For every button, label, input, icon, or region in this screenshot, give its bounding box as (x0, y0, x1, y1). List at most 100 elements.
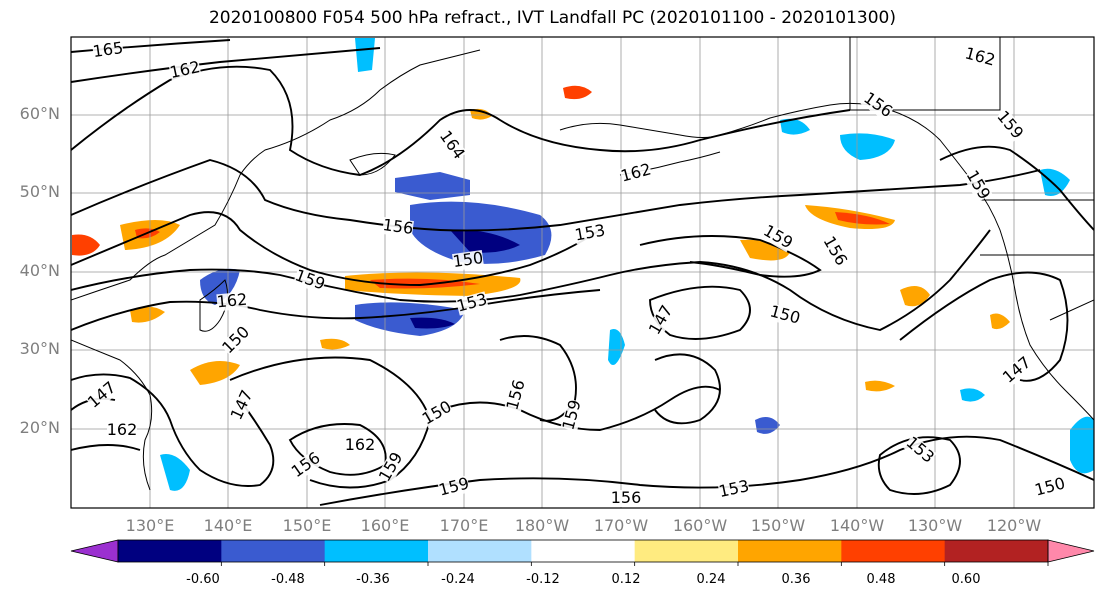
contour-label-background (436, 128, 468, 163)
contour-label-background (289, 449, 324, 481)
contour-label-background (107, 422, 137, 439)
lat-tick-label: 20°N (19, 418, 60, 437)
cyan-region (840, 133, 895, 160)
colorbar-extend-low (70, 539, 119, 563)
colorbar-tick-label: -0.12 (526, 572, 560, 587)
contour-label-background (902, 434, 937, 467)
cyan-region (780, 118, 810, 135)
contour-label-background (560, 398, 585, 432)
contour-label-background (860, 89, 895, 121)
orange-region (130, 306, 165, 323)
colorbar-swatch (428, 540, 532, 562)
contour-label-background (292, 267, 327, 294)
colorbar-tick-label: 0.60 (951, 572, 981, 587)
colorbar (70, 539, 1095, 566)
lon-tick-label: 120°W (986, 516, 1042, 535)
lon-tick-label: 140°E (203, 516, 253, 535)
orange-region (865, 380, 895, 392)
contour-label-background (717, 478, 751, 501)
contour-label-background (219, 323, 253, 357)
orange-region (990, 313, 1010, 330)
contour-label-background (85, 379, 120, 412)
colorbar-swatch (531, 540, 636, 562)
lon-tick-label: 160°W (672, 516, 728, 535)
colorbar-tick-label: -0.36 (356, 572, 390, 587)
contour-label-background (619, 161, 653, 186)
orange-region (900, 286, 930, 307)
orange-region (470, 108, 492, 120)
lat-tick-label: 30°N (19, 339, 60, 358)
contour-label-background (573, 222, 607, 245)
contour-label-background (768, 303, 802, 328)
lat-tick-label: 60°N (19, 104, 60, 123)
lon-tick-label: 180°W (514, 516, 570, 535)
orange-region (320, 338, 350, 350)
lat-tick-label: 50°N (19, 182, 60, 201)
map-content (71, 37, 1094, 508)
colorbar-border (117, 539, 1049, 563)
colorbar-tick-label: -0.60 (186, 572, 220, 587)
cyan-region (960, 388, 985, 402)
map-frame (70, 36, 1095, 509)
contour-label-background (168, 59, 202, 82)
contour-label-background (760, 222, 795, 253)
contour-label: 156 (611, 488, 642, 507)
lon-tick-label: 150°W (750, 516, 806, 535)
contour-label-background (819, 234, 850, 269)
contour-label: 162 (216, 290, 248, 312)
contour-label-background (611, 490, 641, 507)
colorbar-extend-high (1047, 539, 1095, 563)
contour-label-background (345, 437, 375, 454)
contour-label-background (420, 398, 455, 429)
lon-tick-label: 170°E (439, 516, 489, 535)
lon-tick-label: 170°W (593, 516, 649, 535)
blue-region (200, 268, 240, 305)
red-region (835, 212, 890, 225)
colorbar-tick-label: 0.36 (781, 572, 811, 587)
lon-tick-label: 150°E (282, 516, 332, 535)
colorbar-swatch (221, 540, 326, 562)
colorbar-tick-label: 0.48 (866, 572, 896, 587)
contour-label-background (452, 249, 485, 272)
contour-label-background (437, 475, 471, 500)
coastlines (71, 37, 1094, 491)
contour-label-background (1033, 475, 1067, 500)
contour-label: 156 (382, 215, 415, 238)
contour-label: 162 (345, 435, 376, 454)
colorbar-swatch (634, 540, 739, 562)
contour-label-background (1000, 354, 1035, 387)
colorbar-swatch (118, 540, 222, 562)
contour-label-background (381, 216, 414, 239)
orange-region (190, 361, 240, 385)
lon-tick-label: 160°E (360, 516, 410, 535)
cyan-region (1040, 168, 1070, 196)
height-contours (71, 39, 1094, 506)
cyan-region (1070, 416, 1094, 474)
contour-label-background (962, 168, 993, 203)
colorbar-swatch (324, 540, 429, 562)
cyan-region (355, 38, 375, 72)
contour-label-background (216, 291, 248, 312)
contour-label-background (993, 108, 1026, 143)
colorbar-tick-label: 0.12 (611, 572, 641, 587)
navy-region (410, 317, 455, 329)
contour-label: 165 (91, 38, 124, 61)
lon-tick-label: 130°W (907, 516, 963, 535)
red-region (563, 85, 592, 100)
colorbar-tick-label: 0.24 (696, 572, 726, 587)
lon-tick-label: 140°W (829, 516, 885, 535)
contour-label-background (504, 378, 529, 412)
contour-label-background (376, 450, 407, 485)
orange-region (740, 239, 790, 261)
red-region (72, 234, 100, 256)
colorbar-swatch (841, 540, 946, 562)
lon-tick-label: 130°E (125, 516, 175, 535)
map-title: 2020100800 F054 500 hPa refract., IVT La… (208, 8, 896, 28)
contour-label: 150 (451, 248, 484, 271)
contour-label-background (455, 291, 489, 316)
lat-tick-label: 40°N (19, 261, 60, 280)
navy-region (450, 229, 520, 253)
colorbar-tick-label: -0.48 (271, 572, 305, 587)
